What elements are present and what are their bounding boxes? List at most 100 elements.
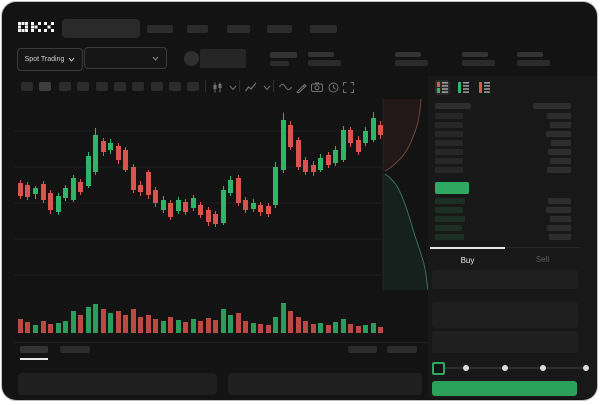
timeframe-button-10[interactable] xyxy=(187,82,199,91)
orderbook-bid-row[interactable] xyxy=(435,198,571,204)
timeframe-button-2[interactable] xyxy=(39,82,51,91)
chart-style-candles-icon[interactable] xyxy=(210,80,224,94)
bottom-tab-1[interactable] xyxy=(20,346,48,353)
drawing-wave-icon[interactable] xyxy=(278,80,292,94)
indicators-icon[interactable] xyxy=(244,80,258,94)
change-stat-line-1 xyxy=(270,52,297,58)
stat-2-label xyxy=(395,52,421,57)
ask-amount-bar xyxy=(547,113,571,119)
chevron-down-icon xyxy=(152,56,159,61)
nav-item-4[interactable] xyxy=(267,25,292,33)
ask-amount-bar xyxy=(546,131,571,137)
timeframe-button-5[interactable] xyxy=(96,82,108,91)
timeframe-button-9[interactable] xyxy=(169,82,181,91)
timeframe-button-8[interactable] xyxy=(151,82,163,91)
orderbook-view-combined-icon[interactable] xyxy=(435,80,450,95)
orderbook-last-price-bar xyxy=(435,182,469,194)
bid-price-bar xyxy=(435,225,462,231)
buy-tab[interactable]: Buy xyxy=(430,247,505,271)
amount-slider-handle[interactable] xyxy=(432,362,445,375)
toolbar-divider-2 xyxy=(239,80,240,92)
buy-submit-button[interactable] xyxy=(432,381,577,396)
orderbook-asks[interactable] xyxy=(435,113,571,176)
orderbook-ask-row[interactable] xyxy=(435,113,571,119)
nav-item-5[interactable] xyxy=(310,25,337,33)
bid-amount-bar xyxy=(550,216,571,222)
chart-style-chevron-icon[interactable] xyxy=(226,81,240,95)
ask-price-bar xyxy=(435,140,463,146)
timeframe-button-7[interactable] xyxy=(132,82,144,91)
orderbook-bid-row[interactable] xyxy=(435,225,571,231)
okx-trading-window: OKX Spot Trading xyxy=(2,2,597,400)
timeframe-button-6[interactable] xyxy=(114,82,126,91)
orderbook-bid-row[interactable] xyxy=(435,207,571,213)
bid-amount-bar xyxy=(547,225,571,231)
sell-tab-label: Sell xyxy=(535,254,550,264)
orderbook-ask-row[interactable] xyxy=(435,158,571,164)
price-input[interactable] xyxy=(432,270,578,289)
okx-logo[interactable]: OKX xyxy=(18,21,58,35)
snapshot-camera-icon[interactable] xyxy=(310,80,324,94)
refresh-clock-icon[interactable] xyxy=(326,80,340,94)
pair-selector[interactable] xyxy=(84,47,167,69)
amount-input[interactable] xyxy=(432,302,578,328)
market-type-selector[interactable]: Spot Trading xyxy=(17,48,83,71)
orderbook-ask-row[interactable] xyxy=(435,140,571,146)
orderbook-ask-row[interactable] xyxy=(435,131,571,137)
total-input[interactable] xyxy=(432,331,578,353)
sell-tab[interactable]: Sell xyxy=(505,247,580,270)
stat-3-value xyxy=(462,60,495,66)
ask-amount-bar xyxy=(550,122,571,128)
bid-amount-bar xyxy=(546,207,571,213)
nav-item-1[interactable] xyxy=(147,25,173,33)
toolbar-divider-1 xyxy=(205,80,206,92)
nav-item-3[interactable] xyxy=(227,25,250,33)
stat-4-label xyxy=(517,52,543,57)
slider-stop-50[interactable] xyxy=(502,365,508,371)
orderbook-header-amount xyxy=(533,103,571,109)
timeframe-button-4[interactable] xyxy=(77,82,89,91)
chart-bottom-divider xyxy=(14,342,430,343)
indicators-chevron-icon[interactable] xyxy=(260,81,274,95)
bid-price-bar xyxy=(435,198,465,204)
slider-stop-25[interactable] xyxy=(463,365,469,371)
bid-price-bar xyxy=(435,207,463,213)
orderbook-bid-row[interactable] xyxy=(435,234,571,240)
market-type-label: Spot Trading xyxy=(24,56,65,63)
bottom-action-2[interactable] xyxy=(387,346,417,353)
orderbook-ask-row[interactable] xyxy=(435,149,571,155)
toolbar-divider-3 xyxy=(273,80,274,92)
ask-price-bar xyxy=(435,158,463,164)
orderbook-view-asks-icon[interactable] xyxy=(477,80,492,95)
bottom-tab-2[interactable] xyxy=(60,346,90,353)
bid-price-bar xyxy=(435,234,464,240)
global-search-input[interactable] xyxy=(62,19,140,38)
draw-pencil-icon[interactable] xyxy=(294,80,308,94)
timeframe-button-3[interactable] xyxy=(59,82,71,91)
orderbook-view-bids-icon[interactable] xyxy=(456,80,471,95)
last-price-placeholder xyxy=(200,49,246,68)
fullscreen-icon[interactable] xyxy=(341,80,355,94)
okx-logo-icon xyxy=(18,22,54,32)
orders-table-placeholder xyxy=(18,373,217,395)
amount-slider-track[interactable] xyxy=(434,367,588,369)
ask-price-bar xyxy=(435,122,463,128)
slider-stop-100[interactable] xyxy=(583,365,589,371)
candlestick-chart[interactable] xyxy=(12,96,432,344)
buy-tab-label: Buy xyxy=(460,255,475,265)
orderbook-ask-row[interactable] xyxy=(435,122,571,128)
stat-3-label xyxy=(462,52,488,57)
history-table-placeholder xyxy=(228,373,422,395)
timeframe-button-1[interactable] xyxy=(21,82,33,91)
bottom-action-1[interactable] xyxy=(348,346,377,353)
nav-item-2[interactable] xyxy=(187,25,208,33)
orderbook-bids[interactable] xyxy=(435,198,571,243)
ask-amount-bar xyxy=(550,158,571,164)
orderbook-bid-row[interactable] xyxy=(435,216,571,222)
slider-stop-75[interactable] xyxy=(540,365,546,371)
orderbook-ask-row[interactable] xyxy=(435,167,571,173)
orderbook-header-price xyxy=(435,103,471,109)
ask-amount-bar xyxy=(547,167,571,173)
bid-amount-bar xyxy=(549,234,571,240)
